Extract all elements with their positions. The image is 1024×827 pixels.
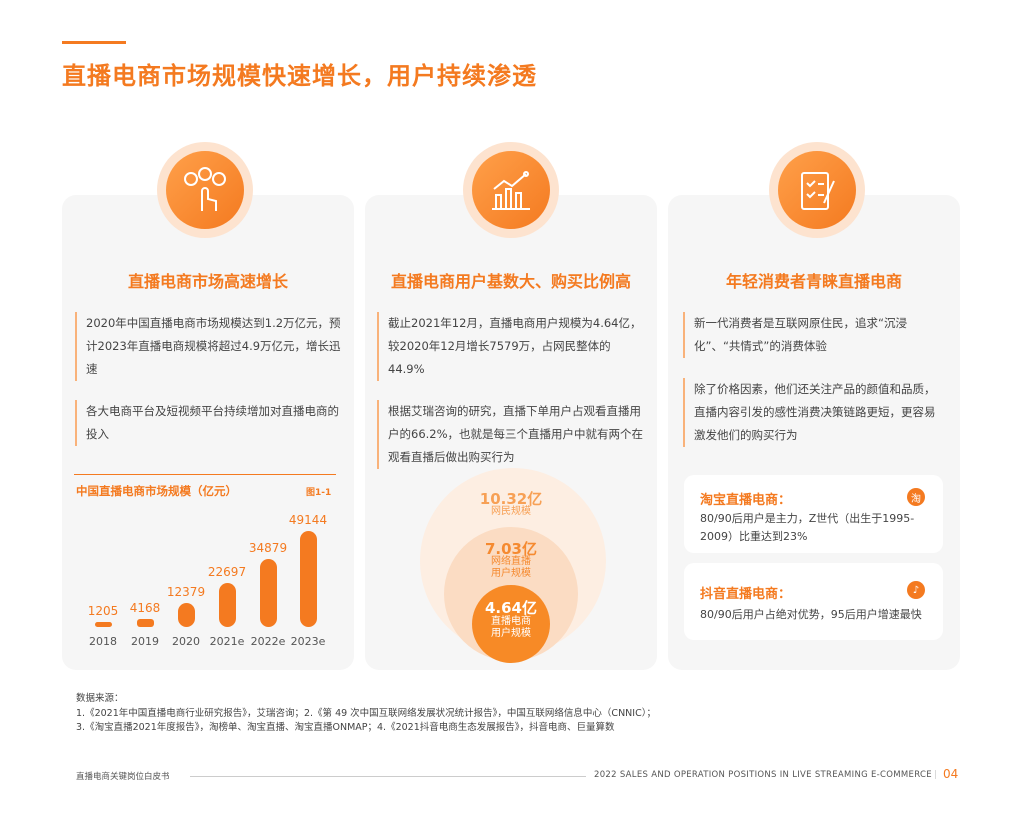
card-heading: 直播电商用户基数大、购买比例高: [390, 272, 631, 291]
douyin-icon: ♪: [907, 581, 925, 599]
footer-title: 直播电商关键岗位白皮书: [76, 772, 170, 782]
page-title: 直播电商市场规模快速增长，用户持续渗透: [62, 62, 537, 90]
category-label: 2019: [131, 635, 159, 648]
bar-value-label: 22697: [207, 564, 247, 579]
bar-value-label: 1205: [87, 604, 119, 618]
circle-label: 网民规模: [491, 506, 531, 517]
figure-label: 图1-1: [306, 488, 332, 498]
source-line: 3.《淘宝直播2021年度报告》，淘榜单、淘宝直播、淘宝直播ONMAP；4.《2…: [76, 722, 615, 733]
bar-value-label: 12379: [166, 584, 206, 599]
page-number: 04: [943, 767, 959, 781]
chart-divider: [74, 474, 336, 475]
bar: [178, 602, 195, 627]
category-label: 2021e: [209, 635, 245, 648]
paragraph: 截止2021年12月，直播电商用户规模为4.64亿，较2020年12月增长757…: [377, 312, 647, 381]
category-label: 2020: [172, 635, 200, 648]
card-heading: 年轻消费者青睐直播电商: [725, 272, 902, 291]
bar: [219, 582, 236, 627]
growth-chart-icon: [463, 142, 559, 238]
card-heading: 直播电商市场高速增长: [127, 272, 288, 291]
paragraph: 新一代消费者是互联网原住民，追求“沉浸化”、“共情式”的消费体验: [683, 312, 945, 358]
footer-subtitle: 2022 SALES AND OPERATION POSITIONS IN LI…: [594, 770, 932, 780]
bar-value-label: 34879: [248, 540, 288, 555]
users-hand-icon: [157, 142, 253, 238]
footer-line: [190, 776, 586, 777]
platform-name: 抖音直播电商：: [700, 587, 792, 602]
taobao-icon: 淘: [907, 488, 925, 506]
platform-text: 80/90后用户占绝对优势，95后用户增速最快: [700, 608, 922, 621]
source-line: 1.《2021年中国直播电商行业研究报告》，艾瑞咨询；2.《第 49 次中国互联…: [76, 708, 656, 719]
circle-ecommerce-users: [472, 585, 550, 663]
bar-value-label: 49144: [288, 513, 328, 527]
category-label: 2018: [89, 635, 117, 648]
circle-value: 4.64亿: [484, 599, 537, 617]
chart-title: 中国直播电商市场规模（亿元）: [76, 484, 237, 498]
sources-label: 数据来源：: [76, 693, 124, 704]
circle-value: 10.32亿: [479, 490, 543, 508]
circle-label: 网络直播用户规模: [491, 556, 531, 579]
bar: [300, 531, 317, 627]
category-label: 2022e: [250, 635, 286, 648]
douyin-box: 抖音直播电商： 80/90后用户占绝对优势，95后用户增速最快 ♪: [684, 563, 943, 640]
title-accent-line: [62, 41, 126, 44]
bar: [137, 618, 154, 627]
paragraph: 2020年中国直播电商市场规模达到1.2万亿元，预计2023年直播电商规模将超过…: [75, 312, 345, 381]
checklist-icon: [769, 142, 865, 238]
platform-name: 淘宝直播电商：: [700, 493, 792, 508]
paragraph: 各大电商平台及短视频平台持续增加对直播电商的投入: [75, 400, 345, 446]
category-label: 2023e: [290, 635, 326, 648]
paragraph: 除了价格因素，他们还关注产品的颜值和品质，直播内容引发的感性消费决策链路更短，更…: [683, 378, 945, 447]
circle-label: 直播电商用户规模: [491, 616, 531, 639]
circle-value: 7.03亿: [484, 540, 537, 558]
bar: [260, 558, 277, 627]
footer-separator: |: [934, 770, 937, 780]
bar-value-label: 4168: [129, 600, 161, 615]
taobao-box: 淘宝直播电商： 80/90后用户是主力，Z世代（出生于1995-2009）比重达…: [684, 475, 943, 553]
platform-text: 80/90后用户是主力，Z世代（出生于1995-2009）比重达到23%: [700, 512, 915, 543]
paragraph: 根据艾瑞咨询的研究，直播下单用户占观看直播用户的66.2%，也就是每三个直播用户…: [377, 400, 647, 469]
bar: [95, 622, 112, 627]
